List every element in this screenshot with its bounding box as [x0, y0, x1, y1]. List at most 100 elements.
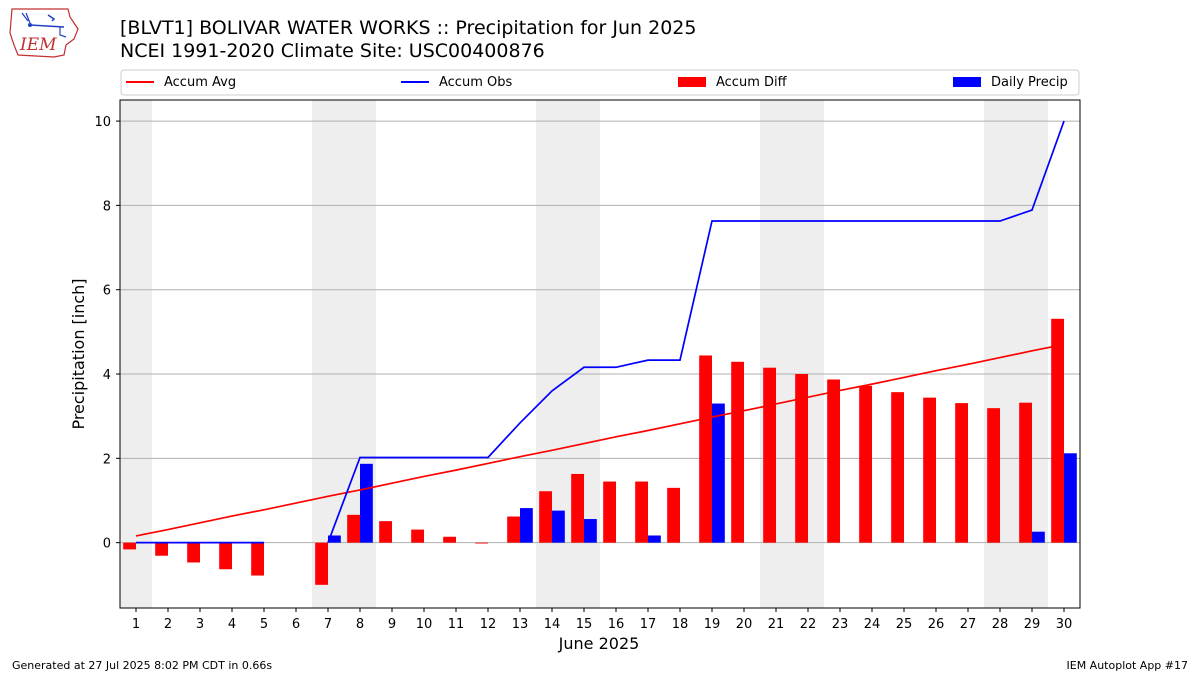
- x-tick-label-19: 19: [704, 617, 721, 632]
- x-tick-label-9: 9: [388, 617, 396, 632]
- accum-diff-bar-30: [1051, 318, 1064, 543]
- x-tick-label-18: 18: [672, 617, 689, 632]
- accum-diff-bar-5: [251, 542, 264, 576]
- accum-diff-bar-15: [571, 473, 584, 543]
- footer-app: IEM Autoplot App #17: [1066, 659, 1189, 672]
- y-tick-label-8: 8: [103, 199, 111, 214]
- y-tick-label-2: 2: [103, 452, 111, 467]
- x-tick-label-11: 11: [448, 617, 465, 632]
- legend: Accum Avg Accum Obs Accum Diff Daily Precip: [120, 69, 1080, 96]
- footer-generated: Generated at 27 Jul 2025 8:02 PM CDT in …: [12, 659, 273, 672]
- x-tick-label-29: 29: [1024, 617, 1041, 632]
- accum-diff-bar-8: [347, 514, 360, 543]
- accum-diff-bar-22: [795, 374, 808, 543]
- x-tick-label-26: 26: [928, 617, 945, 632]
- x-ticks: 1 2 3 4 5 6 7 8 9 10 11 12 13 14 15 16 17 18 19 20 21 22 23 24 2…: [132, 608, 1072, 632]
- axes: [119, 99, 1081, 609]
- legend-label-accum-obs: Accum Obs: [439, 75, 512, 90]
- x-tick-label-5: 5: [260, 617, 268, 632]
- accum-diff-bar-1: [123, 542, 136, 550]
- accum-diff-bar-2: [155, 542, 168, 556]
- accum-diff-bar-27: [955, 403, 968, 543]
- daily-precip-bar-30: [1064, 453, 1077, 543]
- y-tick-label-4: 4: [103, 368, 111, 383]
- legend-swatch-daily-precip: [953, 77, 981, 87]
- series-lines: [135, 120, 1065, 544]
- y-tick-label-0: 0: [103, 537, 111, 552]
- x-tick-label-30: 30: [1056, 617, 1073, 632]
- x-tick-label-1: 1: [132, 617, 140, 632]
- bars: [123, 318, 1077, 585]
- x-tick-label-12: 12: [480, 617, 497, 632]
- weekend-band-1: [120, 100, 152, 608]
- iem-logo: IEM: [9, 8, 79, 58]
- x-tick-label-13: 13: [512, 617, 529, 632]
- chart-title: [BLVT1] BOLIVAR WATER WORKS :: Precipita…: [120, 17, 697, 39]
- accum-diff-bar-29: [1019, 402, 1032, 543]
- daily-precip-bar-29: [1032, 531, 1045, 543]
- daily-precip-bar-14: [552, 510, 565, 543]
- x-tick-label-8: 8: [356, 617, 364, 632]
- x-tick-label-15: 15: [576, 617, 593, 632]
- accum-diff-bar-18: [667, 487, 680, 543]
- y-axis-label: Precipitation [inch]: [69, 278, 88, 429]
- accum-diff-bar-11: [443, 536, 456, 543]
- x-tick-label-28: 28: [992, 617, 1009, 632]
- daily-precip-bar-13: [520, 508, 533, 543]
- legend-frame: [120, 69, 1080, 96]
- daily-precip-bar-15: [584, 519, 597, 543]
- x-tick-label-21: 21: [768, 617, 785, 632]
- x-tick-label-23: 23: [832, 617, 849, 632]
- accum-diff-bar-16: [603, 481, 616, 543]
- x-axis-label: June 2025: [558, 634, 640, 653]
- daily-precip-bar-17: [648, 535, 661, 543]
- accum-diff-bar-21: [763, 367, 776, 543]
- accum-diff-bar-20: [731, 361, 744, 543]
- accum-diff-bar-17: [635, 481, 648, 543]
- x-tick-label-24: 24: [864, 617, 881, 632]
- x-tick-label-3: 3: [196, 617, 204, 632]
- accum-diff-bar-9: [379, 521, 392, 543]
- accum-obs-line: [136, 120, 1065, 544]
- legend-label-accum-avg: Accum Avg: [164, 75, 236, 90]
- y-tick-label-6: 6: [103, 284, 111, 299]
- x-tick-label-14: 14: [544, 617, 561, 632]
- accum-diff-bar-24: [859, 385, 872, 543]
- accum-diff-bar-26: [923, 397, 936, 543]
- daily-precip-bar-19: [712, 403, 725, 543]
- y-ticks: 0 2 4 6 8 10: [94, 115, 120, 552]
- accum-diff-bar-25: [891, 392, 904, 543]
- x-tick-label-7: 7: [324, 617, 332, 632]
- x-tick-label-25: 25: [896, 617, 913, 632]
- accum-diff-bar-13: [507, 516, 520, 543]
- accum-diff-bar-10: [411, 529, 424, 543]
- y-tick-label-10: 10: [94, 115, 111, 130]
- accum-diff-bar-23: [827, 379, 840, 543]
- x-tick-label-17: 17: [640, 617, 657, 632]
- plot-frame: [119, 99, 1081, 609]
- x-tick-label-10: 10: [416, 617, 433, 632]
- accum-diff-bar-12: [475, 542, 488, 544]
- legend-label-accum-diff: Accum Diff: [716, 75, 788, 90]
- x-tick-label-2: 2: [164, 617, 172, 632]
- x-tick-label-27: 27: [960, 617, 977, 632]
- daily-precip-bar-8: [360, 463, 373, 543]
- x-tick-label-20: 20: [736, 617, 753, 632]
- accum-diff-bar-28: [987, 408, 1000, 543]
- x-tick-label-4: 4: [228, 617, 236, 632]
- x-tick-label-22: 22: [800, 617, 817, 632]
- daily-precip-bar-7: [328, 535, 341, 543]
- x-tick-label-6: 6: [292, 617, 300, 632]
- legend-label-daily-precip: Daily Precip: [991, 75, 1068, 90]
- chart-subtitle: NCEI 1991-2020 Climate Site: USC00400876: [120, 40, 545, 62]
- accum-diff-bar-19: [699, 355, 712, 543]
- legend-swatch-accum-diff: [678, 77, 706, 87]
- accum-diff-bar-7: [315, 542, 328, 585]
- accum-diff-bar-3: [187, 542, 200, 563]
- accum-diff-bar-14: [539, 491, 552, 543]
- accum-diff-bar-4: [219, 542, 232, 570]
- accum-avg-line: [135, 343, 1065, 537]
- x-tick-label-16: 16: [608, 617, 625, 632]
- iem-logo-text: IEM: [19, 35, 57, 55]
